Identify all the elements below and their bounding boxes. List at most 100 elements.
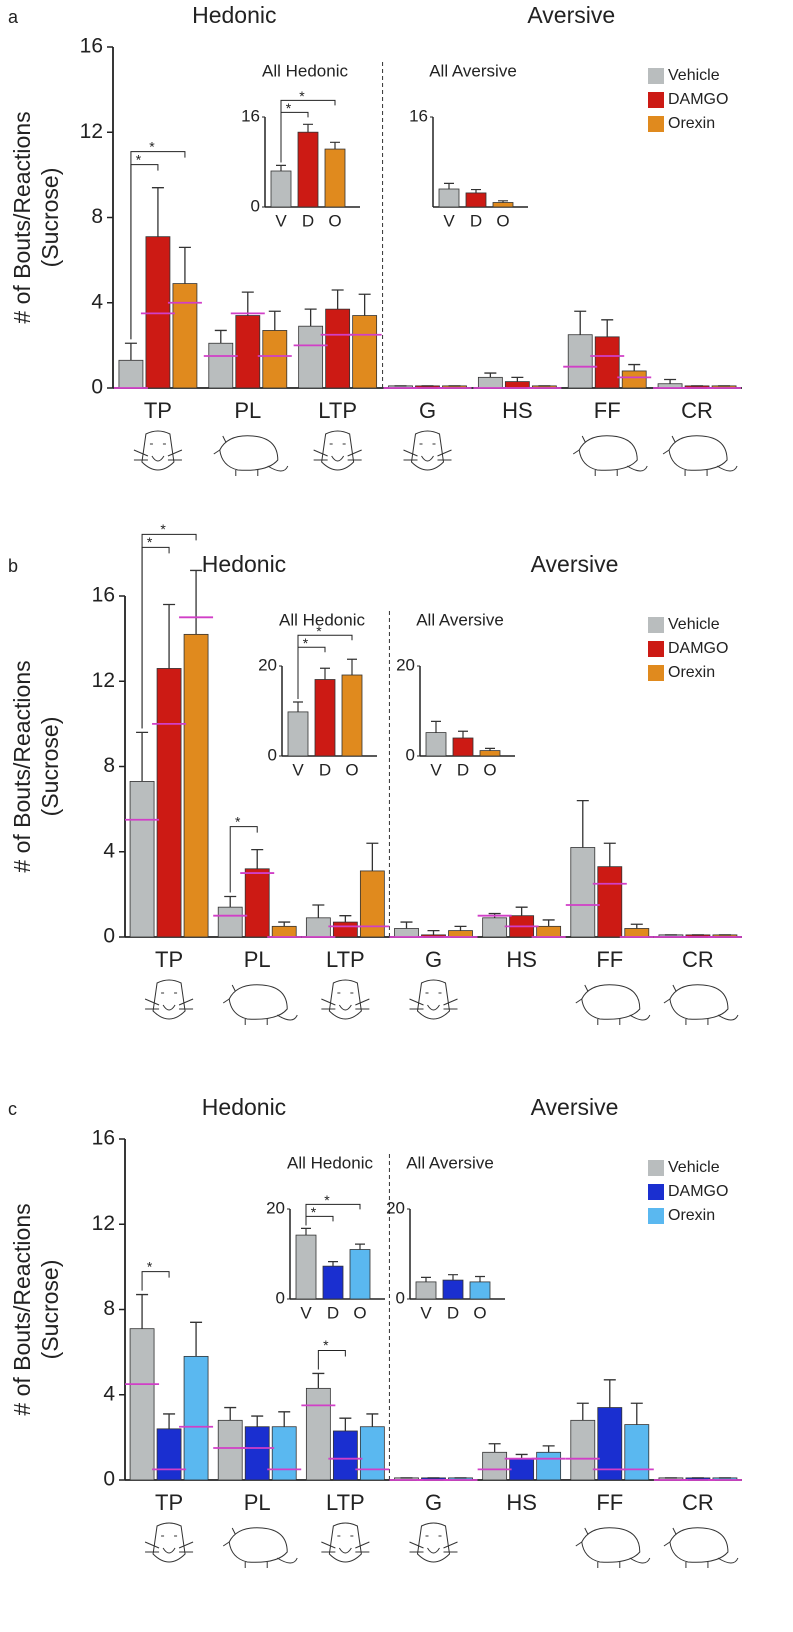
icon-stroke	[581, 984, 641, 1020]
significance-bracket	[141, 1271, 170, 1291]
error-bar	[163, 603, 176, 669]
icon-stroke	[213, 435, 289, 476]
inset-x-tick-label: D	[447, 1303, 459, 1322]
inset-y-tick-label: 20	[258, 655, 277, 674]
icon-stroke	[222, 984, 298, 1025]
x-tick-label: CR	[681, 398, 713, 423]
inset-x-tick-label: V	[443, 211, 455, 230]
section-title: Aversive	[531, 551, 619, 577]
rat-body-icon	[662, 435, 738, 476]
significance-star: *	[299, 88, 305, 104]
inset-bar	[341, 674, 363, 757]
x-tick-label: TP	[155, 1490, 183, 1515]
legend-label: Vehicle	[668, 616, 720, 633]
bar	[217, 906, 243, 938]
significance-star: *	[147, 534, 153, 550]
x-tick-label: FF	[594, 398, 621, 423]
legend-label: DAMGO	[668, 91, 728, 108]
bar	[621, 370, 647, 389]
x-tick-label: TP	[155, 947, 183, 972]
error-bar	[427, 929, 440, 935]
inset-x-tick-label: O	[483, 760, 496, 779]
bar	[536, 925, 562, 938]
inset-error-bar	[303, 123, 313, 133]
error-bar	[124, 342, 137, 361]
bar	[594, 336, 620, 389]
bar	[482, 1451, 508, 1481]
inset-y-tick-label: 0	[276, 1288, 285, 1307]
inset-bar	[469, 1281, 491, 1300]
error-bar	[178, 246, 191, 284]
significance-star: *	[323, 1337, 329, 1353]
icon-stroke	[219, 435, 279, 471]
inset-y-tick-label: 0	[396, 1288, 405, 1307]
inset-bar	[297, 131, 319, 208]
inset-x-tick-label: D	[302, 211, 314, 230]
inset-x-tick-label: V	[430, 760, 442, 779]
icon-stroke	[321, 1535, 370, 1554]
x-tick-label: LTP	[318, 398, 357, 423]
y-tick-label: 16	[80, 35, 103, 58]
bar	[504, 381, 530, 389]
error-bar	[214, 329, 227, 344]
x-tick-label: HS	[502, 398, 533, 423]
icon-stroke	[416, 979, 451, 1020]
error-bar	[630, 1402, 643, 1425]
icon-stroke	[581, 1527, 641, 1563]
bar	[332, 921, 358, 938]
bar	[305, 1387, 331, 1481]
y-tick-label: 0	[103, 925, 115, 948]
error-bar	[576, 1402, 589, 1421]
rat-body-icon	[222, 1527, 298, 1568]
inset-x-tick-label: O	[496, 211, 509, 230]
rat-face-icon	[321, 979, 370, 1020]
error-bar	[312, 1372, 325, 1389]
inset-y-tick-label: 0	[251, 196, 260, 215]
bar	[332, 1430, 358, 1481]
inset-title: All Hedonic	[262, 61, 348, 80]
y-axis-label: # of Bouts/Reactions	[9, 660, 35, 872]
inset-bar	[349, 1249, 371, 1300]
significance-star: *	[311, 1204, 317, 1220]
icon-stroke	[141, 430, 175, 471]
error-bar	[190, 569, 203, 635]
inset-bar	[465, 192, 487, 208]
inset-title: All Hedonic	[287, 1153, 373, 1172]
legend-swatch	[648, 68, 664, 84]
inset-title: All Aversive	[429, 61, 517, 80]
significance-star: *	[136, 151, 142, 167]
icon-stroke	[328, 1522, 362, 1563]
section-title: Aversive	[531, 1094, 619, 1120]
section-title: Aversive	[527, 2, 615, 28]
bar	[567, 334, 593, 389]
x-tick-label: HS	[506, 1490, 537, 1515]
error-bar	[278, 921, 291, 927]
legend-swatch	[648, 665, 664, 681]
bar	[570, 847, 596, 938]
inset-error-bar	[448, 1274, 458, 1281]
icon-stroke	[133, 443, 183, 462]
inset-error-bar	[431, 720, 441, 733]
error-bar	[136, 731, 149, 782]
error-bar	[190, 1321, 203, 1357]
inset-x-tick-label: D	[319, 760, 331, 779]
error-bar	[664, 378, 677, 384]
error-bar	[515, 906, 528, 916]
rat-body-icon	[575, 1527, 651, 1568]
error-bar	[511, 376, 524, 382]
rat-face-icon	[409, 1522, 458, 1563]
error-bar	[366, 842, 379, 871]
icon-stroke	[669, 1527, 729, 1563]
icon-stroke	[575, 984, 651, 1025]
bar	[217, 1419, 243, 1481]
rat-face-icon	[409, 979, 458, 1020]
inset-y-tick-label: 0	[268, 745, 277, 764]
significance-star: *	[235, 813, 241, 829]
y-tick-label: 12	[92, 1212, 115, 1235]
inset-bar	[492, 202, 514, 208]
error-bar	[278, 1411, 291, 1427]
bar	[325, 308, 351, 389]
panel-label: a	[8, 7, 19, 27]
inset-error-bar	[355, 1243, 365, 1250]
icon-stroke	[152, 979, 186, 1020]
